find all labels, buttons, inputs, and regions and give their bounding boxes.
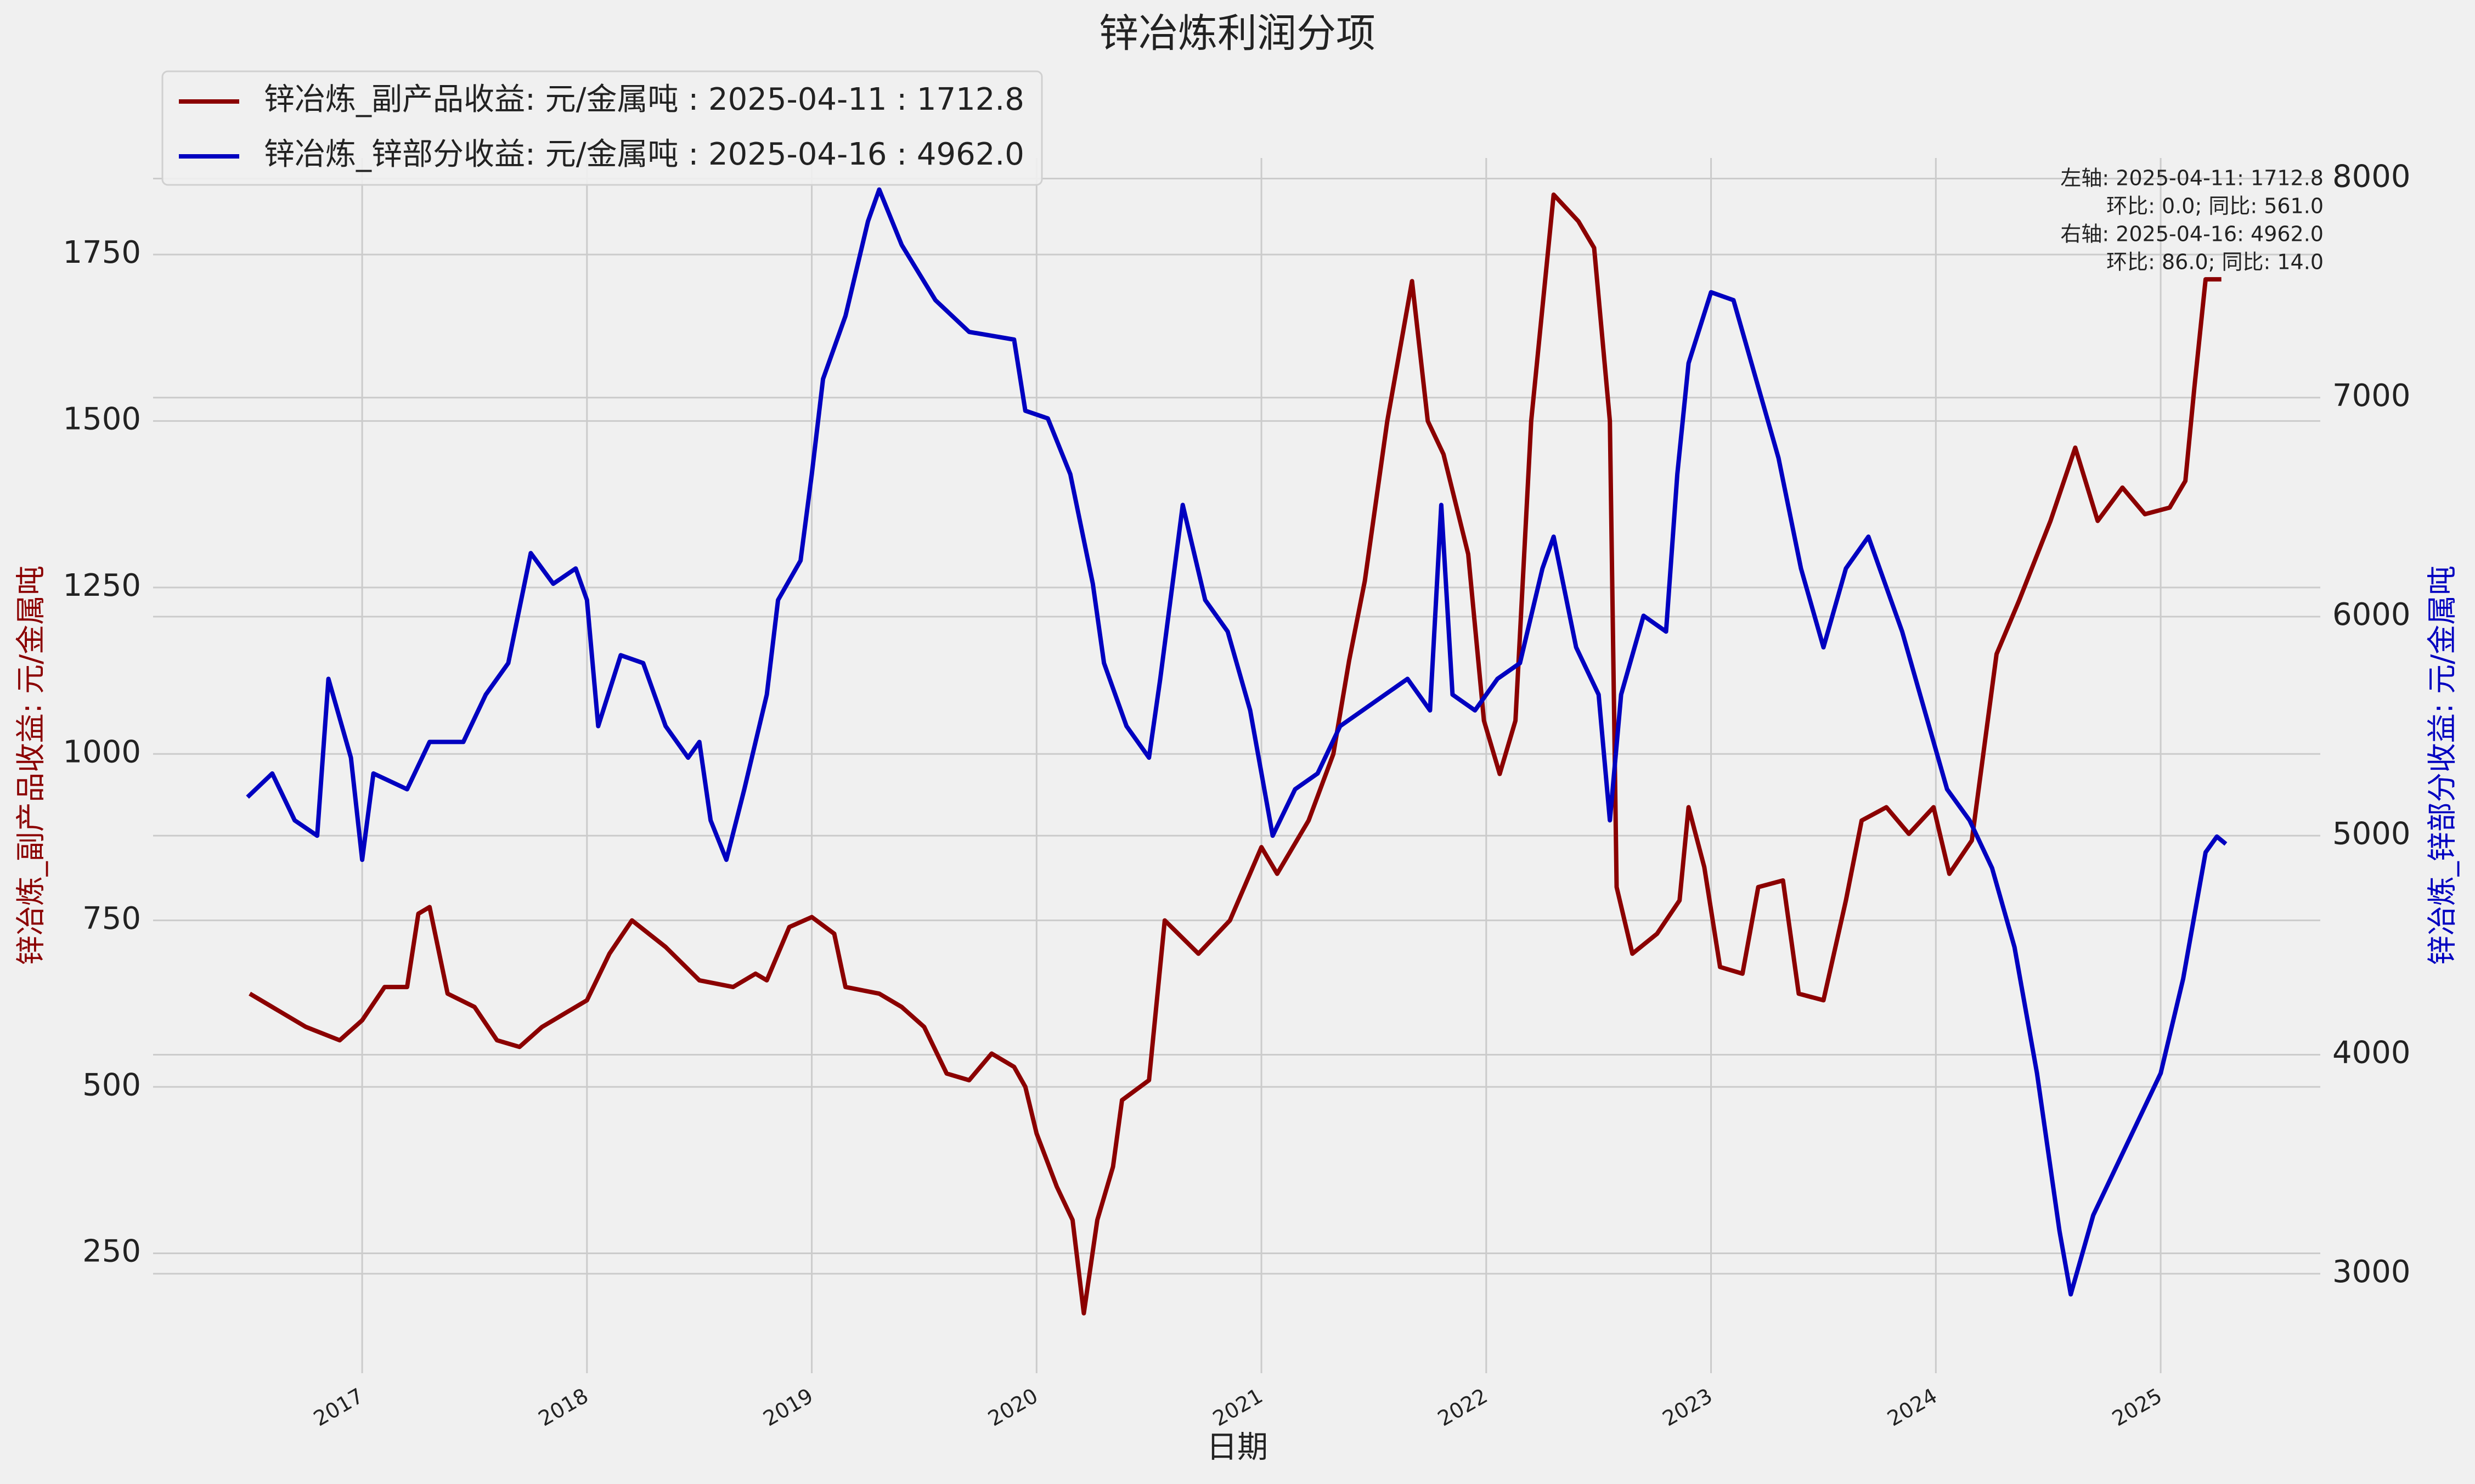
annotation: 右轴: 2025-04-16: 4962.0 [2060,222,2324,246]
y-tick-label: 1500 [63,402,141,437]
y2-tick-label: 8000 [2332,159,2411,195]
y2-tick-label: 5000 [2332,816,2411,851]
y2-tick-label: 7000 [2332,378,2411,414]
series-line [249,192,2222,1316]
y-tick-label: 1250 [63,568,141,603]
chart-title: 锌冶炼利润分项 [1099,10,1375,57]
annotation: 环比: 86.0; 同比: 14.0 [2106,250,2324,274]
y2-tick-label: 4000 [2332,1035,2411,1071]
y2-tick-label: 3000 [2332,1254,2411,1290]
annotation: 左轴: 2025-04-11: 1712.8 [2060,166,2324,190]
y-tick-label: 500 [82,1067,141,1103]
legend-label: 锌冶炼_副产品收益: 元/金属吨 : 2025-04-11 : 1712.8 [264,82,1024,117]
y-tick-label: 1750 [63,235,141,270]
legend-label: 锌冶炼_锌部分收益: 元/金属吨 : 2025-04-16 : 4962.0 [264,137,1024,172]
x-axis-label: 日期 [1207,1430,1268,1465]
y-tick-label: 750 [82,901,141,936]
annotation: 环比: 0.0; 同比: 561.0 [2106,194,2324,218]
y-tick-label: 250 [82,1234,141,1269]
y2-tick-label: 6000 [2332,597,2411,633]
y-tick-label: 1000 [63,734,141,770]
series-line [246,187,2228,1297]
y2-axis-label: 锌冶炼_锌部分收益: 元/金属吨 [2425,566,2460,966]
legend-box [161,70,1043,186]
y-axis-label: 锌冶炼_副产品收益: 元/金属吨 [14,566,48,966]
